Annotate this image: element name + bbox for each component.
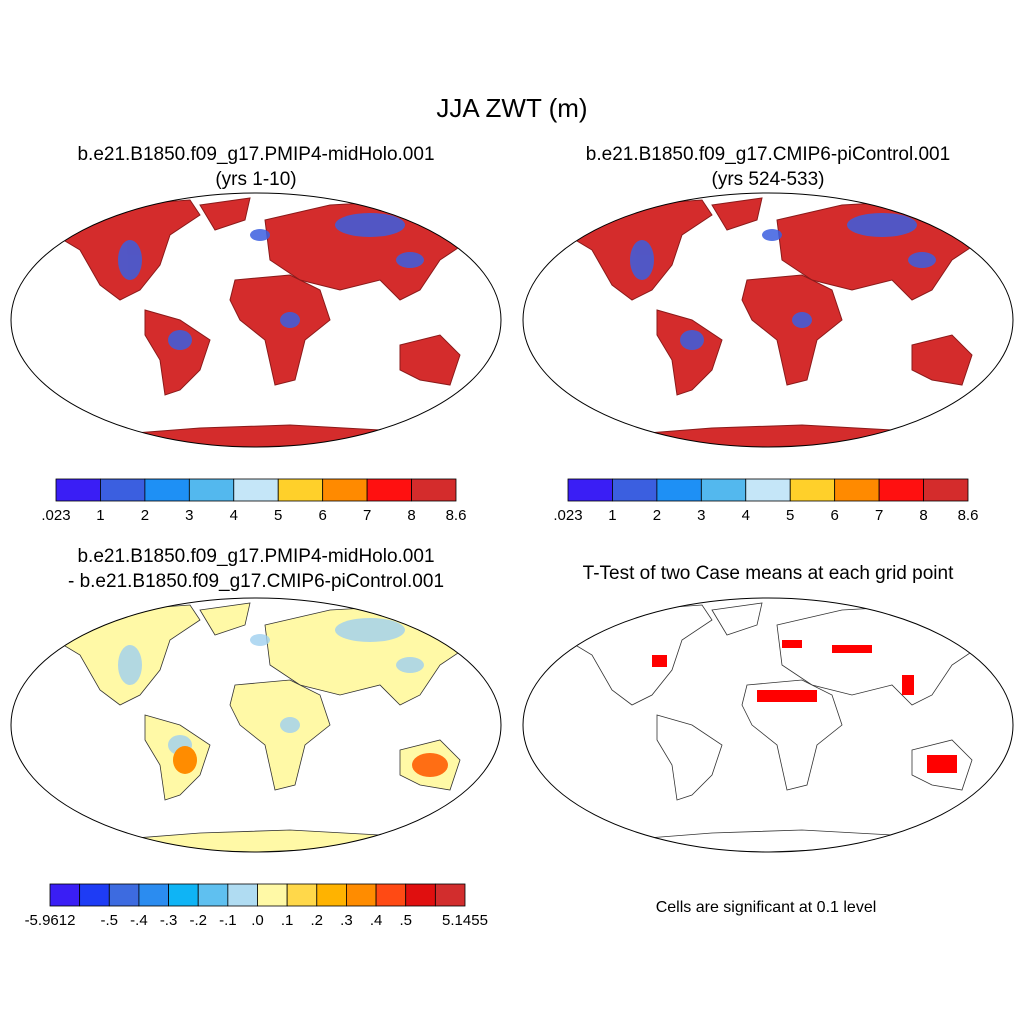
colorbar-box	[108, 883, 140, 907]
colorbar-label: .023	[41, 507, 70, 524]
colorbar-box	[49, 883, 81, 907]
colorbar-label: .5	[399, 912, 412, 929]
panel-title: T-Test of two Case means at each grid po…	[583, 563, 954, 584]
colorbar-label: 8	[919, 507, 927, 524]
colorbar-box	[286, 883, 318, 907]
colorbar-box	[188, 478, 235, 502]
colorbar-box	[257, 883, 288, 907]
panel-title: - b.e21.B1850.f09_g17.CMIP6-piControl.00…	[68, 571, 444, 592]
colorbar-label: .023	[553, 507, 582, 524]
colorbar-box	[567, 478, 613, 502]
panel-title: b.e21.B1850.f09_g17.PMIP4-midHolo.001	[77, 144, 434, 165]
colorbar-label: 7	[363, 507, 371, 524]
panel-title: b.e21.B1850.f09_g17.CMIP6-piControl.001	[586, 144, 950, 165]
colorbar-box	[405, 883, 436, 907]
colorbar-box	[316, 883, 347, 907]
colorbar-label: 2	[653, 507, 661, 524]
colorbar-box	[612, 478, 658, 502]
colorbar-label: .0	[251, 912, 264, 929]
colorbar-label: .4	[370, 912, 383, 929]
colorbar-label: -.5	[101, 912, 119, 929]
panel-note: Cells are significant at 0.1 level	[656, 899, 877, 916]
colorbar-label: 1	[608, 507, 616, 524]
colorbar-box	[227, 883, 258, 907]
colorbar-label: 1	[96, 507, 104, 524]
colorbar-box	[197, 883, 229, 907]
colorbar-box	[346, 883, 377, 907]
colorbar-label: 5	[274, 507, 282, 524]
colorbar-label: 6	[830, 507, 838, 524]
colorbar-label: -.2	[189, 912, 207, 929]
colorbar-box	[834, 478, 880, 502]
colorbar-label: -.4	[130, 912, 148, 929]
colorbar-label: .2	[311, 912, 324, 929]
colorbar-box	[277, 478, 324, 502]
colorbar-label: 5	[786, 507, 794, 524]
colorbar-label: 4	[742, 507, 750, 524]
panel-title: b.e21.B1850.f09_g17.PMIP4-midHolo.001	[77, 546, 434, 567]
colorbar-box	[411, 478, 457, 502]
panel-title: (yrs 1-10)	[215, 169, 296, 190]
colorbar-box	[656, 478, 702, 502]
colorbar-box	[700, 478, 747, 502]
colorbar-box	[878, 478, 924, 502]
map-panel	[522, 192, 1014, 448]
colorbar-box	[789, 478, 836, 502]
colorbar-label: -.3	[160, 912, 178, 929]
colorbar-label: .1	[281, 912, 294, 929]
panel-title: (yrs 524-533)	[712, 169, 825, 190]
colorbar-label: -.1	[219, 912, 237, 929]
colorbar-box	[79, 883, 110, 907]
colorbar-label: 8.6	[446, 507, 467, 524]
colorbar-box	[100, 478, 146, 502]
colorbar-box	[434, 883, 466, 907]
colorbar-box	[55, 478, 101, 502]
colorbar-box	[366, 478, 412, 502]
colorbar-box	[745, 478, 791, 502]
colorbar-box	[233, 478, 279, 502]
colorbar-label: 8.6	[958, 507, 979, 524]
colorbar-label: 3	[185, 507, 193, 524]
colorbar-box	[144, 478, 190, 502]
map-panel	[522, 597, 1014, 853]
colorbar-box	[923, 478, 969, 502]
colorbar-box	[168, 883, 199, 907]
colorbar-box	[322, 478, 368, 502]
map-panel	[10, 597, 502, 853]
colorbar-label: .3	[340, 912, 353, 929]
figure-title: JJA ZWT (m)	[436, 93, 587, 123]
colorbar-label: 4	[230, 507, 238, 524]
colorbar-label: 6	[318, 507, 326, 524]
map-panel	[10, 192, 502, 448]
colorbar-label: -5.9612	[25, 912, 76, 929]
colorbar-label: 8	[407, 507, 415, 524]
colorbar-box	[138, 883, 169, 907]
colorbar-label: 7	[875, 507, 883, 524]
colorbar-label: 2	[141, 507, 149, 524]
colorbar-box	[375, 883, 407, 907]
colorbar-label: 3	[697, 507, 705, 524]
colorbar-label: 5.1455	[442, 912, 488, 929]
